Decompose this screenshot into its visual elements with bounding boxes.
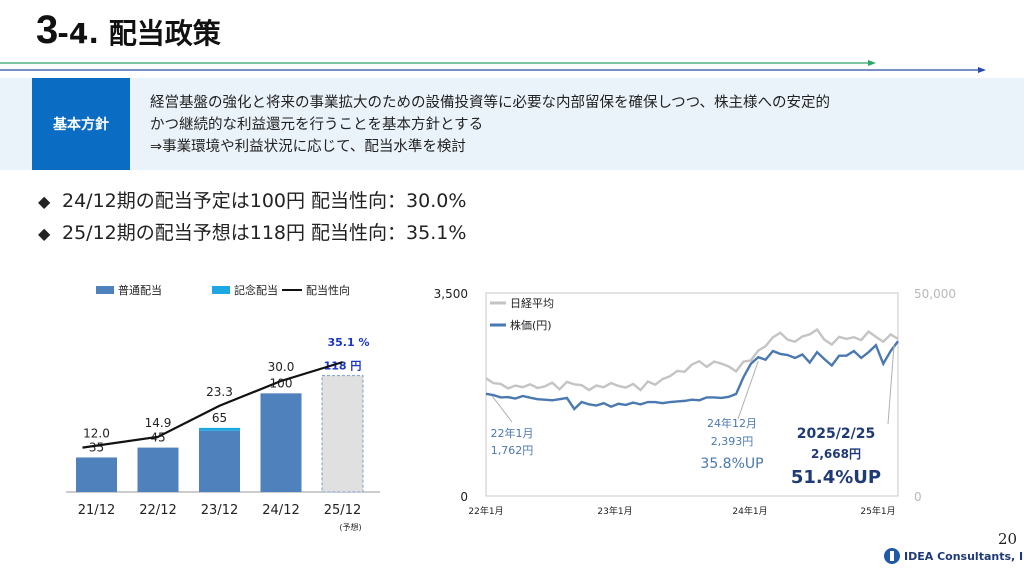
idea-logo-icon	[884, 548, 900, 564]
page-title: 3-4. 配当政策	[36, 8, 221, 53]
x-tick-label: 24/12	[262, 503, 299, 518]
diamond-bullet-icon: ◆	[38, 224, 51, 243]
title-number: 3	[36, 8, 58, 52]
legend-swatch-0	[96, 286, 114, 294]
annotation-price: 2,668円	[811, 447, 861, 461]
x-tick-label: 21/12	[78, 503, 115, 518]
bullet-item: ◆ 24/12期の配当予定は100円 配当性向：30.0%	[38, 186, 466, 218]
dividend-chart: 普通配当 記念配当 配当性向3521/124522/126523/1210024/1…	[66, 283, 380, 532]
bar-regular	[76, 457, 117, 492]
annotation-leader	[887, 345, 895, 425]
x-tick-label: 25/12	[324, 503, 361, 518]
bar-regular	[137, 447, 179, 492]
bar-regular	[260, 393, 302, 492]
stock-price-line	[485, 340, 899, 411]
forecast-note: (予想)	[339, 522, 361, 532]
x-tick-label: 22/12	[139, 503, 176, 518]
policy-box	[0, 78, 1024, 170]
payout-data-label: 23.3	[206, 385, 233, 399]
policy-text: 経営基盤の強化と将来の事業拡大のための設備投資等に必要な内部留保を確保しつつ、株…	[150, 92, 1010, 158]
diamond-bullet-icon: ◆	[38, 192, 51, 211]
bullet-text: 25/12期の配当予想は118円 配当性向：35.1%	[62, 222, 467, 244]
annotation-date: 2025/2/25	[797, 426, 875, 442]
legend-label-stock: 株価(円)	[510, 318, 552, 332]
title-text: -4. 配当政策	[57, 17, 221, 50]
annotation-leader	[491, 395, 513, 423]
x-tick-label: 25年1月	[860, 505, 895, 517]
y2-tick-label: 50,000	[914, 287, 956, 301]
page-number: 20	[998, 530, 1018, 548]
company-logo: IDEA Consultants, Inc.	[884, 546, 1024, 566]
x-tick-label: 23/12	[201, 503, 238, 518]
annotation-leader	[737, 361, 759, 420]
nikkei-line	[485, 327, 899, 392]
header-divider-lines	[0, 60, 986, 73]
payout-data-label: 12.0	[83, 427, 110, 441]
legend-label-0: 普通配当	[118, 283, 162, 297]
bar-data-label: 118 円	[324, 360, 362, 373]
blue-arrowhead	[978, 67, 986, 73]
bullet-item: ◆ 25/12期の配当予想は118円 配当性向：35.1%	[38, 218, 466, 250]
policy-line-1: 経営基盤の強化と将来の事業拡大のための設備投資等に必要な内部留保を確保しつつ、株…	[150, 95, 831, 111]
logo-text: IDEA Consultants, Inc.	[904, 549, 1024, 563]
bar-data-label: 65	[212, 411, 227, 425]
annotation-price: 1,762円	[491, 444, 534, 457]
policy-line-2: かつ継続的な利益還元を行うことを基本方針とする	[150, 117, 484, 133]
payout-data-label: 30.0	[268, 360, 295, 374]
policy-line-3: ⇒事業環境や利益状況に応じて、配当水準を検討	[150, 139, 466, 155]
x-tick-label: 22年1月	[468, 505, 503, 517]
x-tick-label: 23年1月	[597, 505, 632, 517]
payout-data-label: 14.9	[145, 416, 172, 430]
bar-commemorative	[199, 427, 240, 431]
payout-data-label: 35.1 %	[328, 336, 370, 349]
legend-label-2: 配当性向	[306, 283, 350, 297]
legend-swatch-1	[212, 286, 230, 294]
y-tick-label: 0	[460, 490, 468, 504]
annotation-date: 22年1月	[491, 426, 534, 440]
legend-label-nikkei: 日経平均	[510, 297, 554, 310]
annotation-date: 24年12月	[707, 416, 757, 430]
policy-label: 基本方針	[32, 78, 130, 170]
bar-regular-forecast	[321, 375, 364, 493]
green-arrowhead	[868, 60, 876, 66]
annotation-change: 51.4%UP	[791, 467, 881, 488]
annotation-change: 35.8%UP	[700, 456, 763, 472]
bar-regular	[199, 430, 240, 492]
legend-label-1: 記念配当	[234, 283, 278, 297]
bullet-text: 24/12期の配当予定は100円 配当性向：30.0%	[62, 190, 467, 212]
bullet-list: ◆ 24/12期の配当予定は100円 配当性向：30.0% ◆ 25/12期の配当予…	[38, 186, 466, 250]
y-tick-label: 3,500	[434, 287, 468, 301]
annotation-price: 2,393円	[711, 435, 754, 448]
payout-ratio-line	[82, 361, 343, 449]
x-tick-label: 24年1月	[732, 505, 767, 517]
y2-tick-label: 0	[914, 490, 922, 504]
